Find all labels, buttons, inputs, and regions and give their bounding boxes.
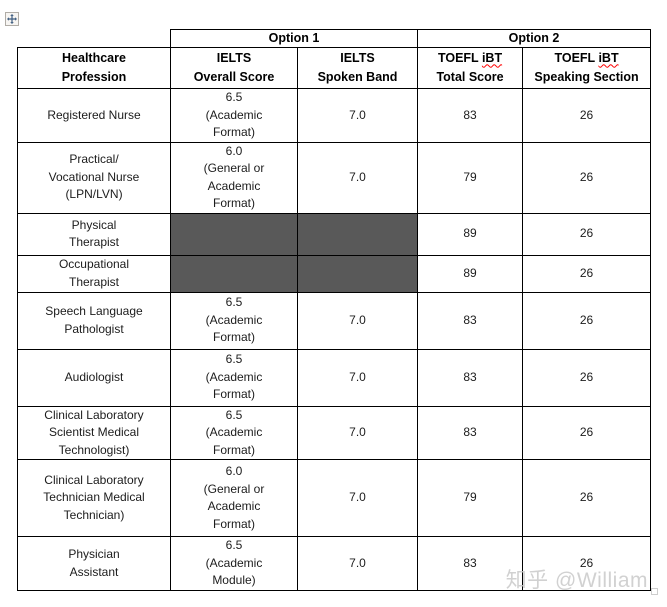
toefl-total-cell: 83 <box>417 291 524 350</box>
ielts-overall-cell: 6.5 (Academic Format) <box>170 405 298 460</box>
profession-cell: Speech Language Pathologist <box>17 291 171 350</box>
ielts-spoken-cell: 7.0 <box>296 141 419 214</box>
move-cross-icon <box>7 14 17 24</box>
misspelled-word: iBT <box>481 50 503 65</box>
toefl-speaking-cell: 26 <box>522 88 652 143</box>
grayed-out-cell <box>170 212 298 256</box>
toefl-speaking-cell: 26 <box>522 141 652 214</box>
ielts-overall-cell: 6.5 (Academic Module) <box>170 536 298 591</box>
ielts-spoken-cell: 7.0 <box>296 88 419 143</box>
table-row: Physician Assistant 6.5 (Academic Module) 7.0… <box>17 536 652 591</box>
toefl-total-cell: 79 <box>417 459 524 537</box>
toefl-speaking-cell: 26 <box>522 348 652 407</box>
ielts-spoken-cell: 7.0 <box>296 405 419 460</box>
column-header-5: TOEFL iBT Speaking Section <box>522 47 652 89</box>
ielts-overall-cell: 6.0 (General or Academic Format) <box>170 459 298 537</box>
table-row: Clinical Laboratory Scientist Medical Tech… <box>17 405 652 460</box>
profession-cell: Clinical Laboratory Technician Medical Tec… <box>17 459 171 537</box>
ielts-spoken-cell: 7.0 <box>296 459 419 537</box>
ielts-spoken-cell: 7.0 <box>296 348 419 407</box>
toefl-speaking-cell: 26 <box>522 212 652 256</box>
misspelled-word: iBT <box>598 50 619 65</box>
toefl-speaking-cell: 26 <box>522 254 652 293</box>
table-row: Practical/Vocational Nurse (LPN/LVN) 6.0 (G… <box>17 141 652 214</box>
profession-cell: Physician Assistant <box>17 536 171 591</box>
grayed-out-cell <box>296 212 419 256</box>
toefl-speaking-cell: 26 <box>522 291 652 350</box>
column-header-3: IELTS Spoken Band <box>296 47 419 89</box>
toefl-total-cell: 79 <box>417 141 524 214</box>
empty-corner-cell <box>18 30 171 48</box>
table-row: Registered Nurse 6.5 (Academic Format) 7.0 83… <box>17 88 652 143</box>
option-header-1: Option 1 <box>169 29 419 48</box>
table-move-handle-icon[interactable] <box>5 12 19 26</box>
english-test-requirements-table: Option 1 Option 2 Healthcare Profession IELT… <box>17 29 652 591</box>
profession-cell: Occupational Therapist <box>17 254 171 293</box>
table-row: Speech Language Pathologist 6.5 (Academic Fo… <box>17 291 652 350</box>
ielts-spoken-cell: 7.0 <box>296 536 419 591</box>
profession-cell: Registered Nurse <box>17 88 171 143</box>
watermark-text: 知乎 @William <box>505 569 648 592</box>
table-body: Option 1 Option 2 Healthcare Profession IELT… <box>17 29 652 591</box>
column-header-2: IELTS Overall Score <box>170 47 298 89</box>
toefl-total-cell: 83 <box>417 536 524 591</box>
column-header-1: Healthcare Profession <box>17 47 171 89</box>
profession-cell: Practical/Vocational Nurse (LPN/LVN) <box>17 141 171 214</box>
toefl-speaking-cell: 26 <box>522 405 652 460</box>
profession-cell: Audiologist <box>17 348 171 407</box>
profession-cell: Clinical Laboratory Scientist Medical Tech… <box>17 405 171 460</box>
toefl-total-cell: 83 <box>417 88 524 143</box>
grayed-out-cell <box>296 254 419 293</box>
ielts-spoken-cell: 7.0 <box>296 291 419 350</box>
profession-cell: Physical Therapist <box>17 212 171 256</box>
toefl-total-cell: 89 <box>417 254 524 293</box>
ielts-overall-cell: 6.5 (Academic Format) <box>170 88 298 143</box>
watermark: 知乎 @William <box>505 564 658 595</box>
ielts-overall-cell: 6.0 (General or Academic Format) <box>170 141 298 214</box>
table-row: Audiologist 6.5 (Academic Format) 7.0 83 26 <box>17 348 652 407</box>
toefl-total-cell: 83 <box>417 348 524 407</box>
ielts-overall-cell: 6.5 (Academic Format) <box>170 291 298 350</box>
option-header-2: Option 2 <box>417 29 652 48</box>
table-row: Occupational Therapist 89 26 <box>17 254 652 293</box>
toefl-speaking-cell: 26 <box>522 459 652 537</box>
ielts-overall-cell: 6.5 (Academic Format) <box>170 348 298 407</box>
table-row: Physical Therapist 89 26 <box>17 212 652 256</box>
column-header-4: TOEFL iBT Total Score <box>417 47 524 89</box>
table-row: Clinical Laboratory Technician Medical Tec… <box>17 459 652 537</box>
toefl-speaking-cell: 26 <box>522 536 652 591</box>
grayed-out-cell <box>170 254 298 293</box>
watermark-missing-glyph-box <box>651 588 658 595</box>
toefl-total-cell: 89 <box>417 212 524 256</box>
toefl-total-cell: 83 <box>417 405 524 460</box>
